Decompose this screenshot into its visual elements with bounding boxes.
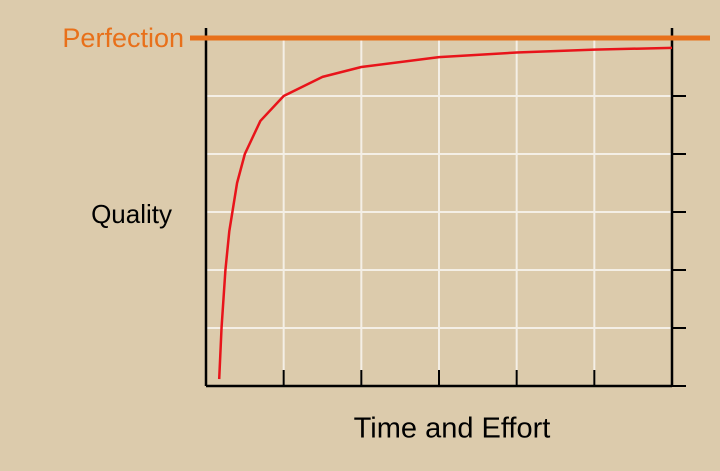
x-axis-label: Time and Effort [354,413,551,445]
data-line [217,46,673,380]
y-axis-label: Quality [91,199,172,229]
reference-label: Perfection [62,23,184,53]
